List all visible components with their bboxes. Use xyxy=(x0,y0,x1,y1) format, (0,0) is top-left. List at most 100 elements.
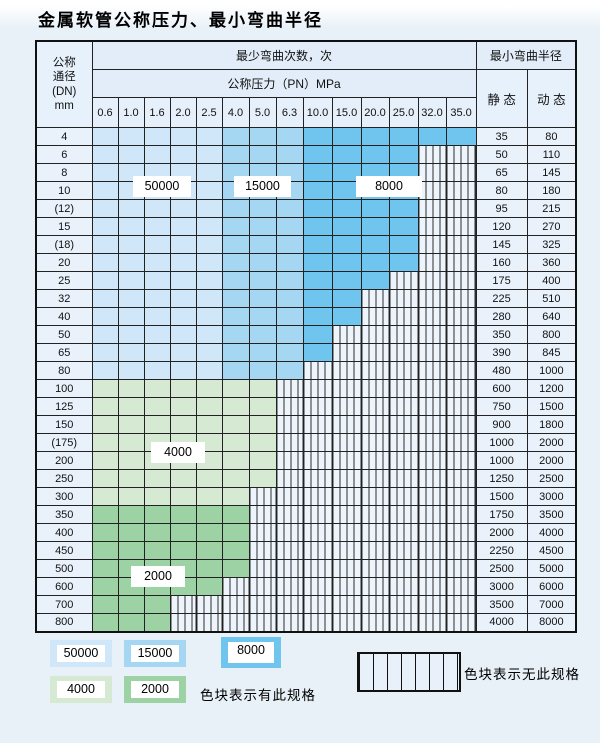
static-radius-cell: 35 xyxy=(475,127,528,146)
legend-no-spec-swatch xyxy=(357,652,461,692)
spec-available-cell xyxy=(248,145,277,164)
no-spec-cell xyxy=(331,397,362,416)
dn-cell: 400 xyxy=(35,523,93,542)
no-spec-cell xyxy=(360,325,390,344)
no-spec-cell xyxy=(388,505,419,524)
dn-cell: 80 xyxy=(35,361,93,380)
spec-available-cell xyxy=(195,415,223,434)
spec-available-cell xyxy=(195,379,223,398)
table-row: 125 750 1500 xyxy=(35,397,577,416)
spec-available-cell xyxy=(248,199,277,218)
table-row: 800 4000 8000 xyxy=(35,613,577,632)
no-spec-cell xyxy=(445,181,477,200)
spec-available-cell xyxy=(91,433,119,452)
no-spec-cell xyxy=(302,577,333,596)
dynamic-radius-cell: 3500 xyxy=(526,505,577,524)
spec-available-cell xyxy=(248,397,277,416)
no-spec-cell xyxy=(417,613,447,632)
dynamic-radius-cell: 270 xyxy=(526,217,577,236)
spec-available-cell xyxy=(91,325,119,344)
dn-cell: 15 xyxy=(35,217,93,236)
dynamic-radius-cell: 800 xyxy=(526,325,577,344)
table-row: 6 50 110 xyxy=(35,145,577,164)
corner-line-2: 通径 xyxy=(52,71,76,84)
static-radius-cell: 1750 xyxy=(475,505,528,524)
spec-available-cell xyxy=(91,451,119,470)
spec-available-cell xyxy=(117,397,145,416)
spec-available-cell xyxy=(331,307,362,326)
spec-available-cell xyxy=(221,127,250,146)
pressure-header-cell: 20.0 xyxy=(360,97,390,128)
table-row: 20 160 360 xyxy=(35,253,577,272)
spec-available-cell xyxy=(117,541,145,560)
no-spec-cell xyxy=(445,487,477,506)
no-spec-cell xyxy=(302,541,333,560)
spec-available-cell xyxy=(360,145,390,164)
spec-available-cell xyxy=(302,343,333,362)
dynamic-radius-cell: 3000 xyxy=(526,487,577,506)
spec-available-cell xyxy=(117,289,145,308)
no-spec-cell xyxy=(275,469,304,488)
table-row: 450 2250 4500 xyxy=(35,541,577,560)
spec-available-cell xyxy=(275,361,304,380)
spec-available-cell xyxy=(117,307,145,326)
dynamic-radius-cell: 640 xyxy=(526,307,577,326)
no-spec-cell xyxy=(302,379,333,398)
spec-available-cell xyxy=(445,127,477,146)
spec-available-cell xyxy=(91,307,119,326)
spec-available-cell xyxy=(117,127,145,146)
spec-available-cell xyxy=(117,469,145,488)
pressure-header-cell: 15.0 xyxy=(331,97,362,128)
no-spec-cell xyxy=(275,541,304,560)
no-spec-cell xyxy=(169,613,197,632)
pressure-header-cell: 2.0 xyxy=(169,97,197,128)
spec-available-cell xyxy=(331,181,362,200)
no-spec-cell xyxy=(331,505,362,524)
pressure-header-cell: 2.5 xyxy=(195,97,223,128)
table-row: 40 280 640 xyxy=(35,307,577,326)
no-spec-cell xyxy=(275,559,304,578)
dynamic-radius-cell: 1200 xyxy=(526,379,577,398)
spec-available-cell xyxy=(221,343,250,362)
no-spec-cell xyxy=(302,397,333,416)
spec-available-cell xyxy=(302,217,333,236)
static-radius-cell: 160 xyxy=(475,253,528,272)
no-spec-cell xyxy=(417,451,447,470)
spec-available-cell xyxy=(221,289,250,308)
no-spec-cell xyxy=(360,469,390,488)
no-spec-cell xyxy=(195,613,223,632)
spec-available-cell xyxy=(221,253,250,272)
no-spec-cell xyxy=(417,253,447,272)
static-radius-cell: 1250 xyxy=(475,469,528,488)
no-spec-cell xyxy=(275,397,304,416)
no-spec-cell xyxy=(388,343,419,362)
no-spec-cell xyxy=(417,415,447,434)
bend-cycles-header: 最少弯曲次数，次 xyxy=(91,40,477,70)
no-spec-cell xyxy=(360,487,390,506)
no-spec-cell xyxy=(417,235,447,254)
no-spec-cell xyxy=(445,145,477,164)
spec-available-cell xyxy=(360,235,390,254)
pressure-header-cell: 35.0 xyxy=(445,97,477,128)
spec-available-cell xyxy=(169,505,197,524)
static-radius-cell: 480 xyxy=(475,361,528,380)
no-spec-cell xyxy=(445,361,477,380)
spec-available-cell xyxy=(221,487,250,506)
no-spec-cell xyxy=(275,577,304,596)
spec-available-cell xyxy=(360,199,390,218)
corner-line-1: 公称 xyxy=(52,56,76,69)
pressure-header: 公称压力（PN）MPa xyxy=(91,69,477,98)
no-spec-cell xyxy=(445,433,477,452)
table-row: 15 120 270 xyxy=(35,217,577,236)
static-radius-cell: 350 xyxy=(475,325,528,344)
spec-available-cell xyxy=(169,379,197,398)
spec-available-cell xyxy=(117,595,145,614)
spec-available-cell xyxy=(169,235,197,254)
spec-available-cell xyxy=(275,199,304,218)
legend-label-2000: 2000 xyxy=(131,681,179,698)
no-spec-cell xyxy=(360,379,390,398)
no-spec-cell xyxy=(445,235,477,254)
spec-available-cell xyxy=(195,181,223,200)
table-row: 65 390 845 xyxy=(35,343,577,362)
spec-available-cell xyxy=(143,325,171,344)
